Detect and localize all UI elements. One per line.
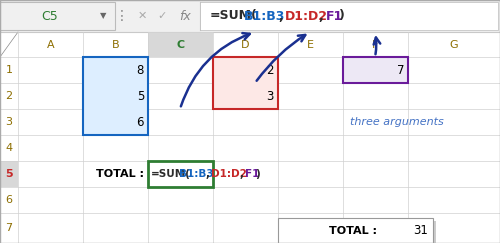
Text: ): ) [339, 9, 345, 23]
Text: ⋮: ⋮ [115, 9, 129, 23]
Text: C: C [176, 40, 184, 50]
Text: F1: F1 [244, 169, 259, 179]
Text: =SUM(: =SUM( [210, 9, 258, 23]
Text: TOTAL :: TOTAL : [96, 169, 144, 179]
Text: ✕: ✕ [138, 11, 146, 21]
Bar [148, 32, 213, 57]
Text: 2: 2 [266, 63, 274, 77]
Bar [200, 2, 498, 30]
Text: 8: 8 [136, 63, 144, 77]
Text: D1:D2: D1:D2 [285, 9, 328, 23]
Text: 3: 3 [266, 89, 274, 103]
Text: 6: 6 [6, 195, 12, 205]
Text: ,: , [278, 9, 283, 23]
Bar [0, 161, 18, 187]
Bar [148, 161, 213, 187]
Text: G: G [450, 40, 458, 50]
Text: ,: , [319, 9, 324, 23]
Bar [281, 221, 436, 243]
Text: ▼: ▼ [100, 11, 106, 20]
Text: 7: 7 [396, 63, 404, 77]
Bar [0, 2, 115, 30]
Text: E: E [307, 40, 314, 50]
Bar [278, 218, 433, 243]
Text: F1: F1 [326, 9, 343, 23]
Text: three arguments: three arguments [350, 117, 444, 127]
Text: 2: 2 [6, 91, 12, 101]
Text: 31: 31 [413, 224, 428, 237]
Text: C5: C5 [42, 9, 58, 23]
Text: 5: 5 [136, 89, 144, 103]
Text: F: F [372, 40, 378, 50]
Text: 7: 7 [6, 223, 12, 233]
Text: B1:B3: B1:B3 [244, 9, 286, 23]
Text: ,: , [239, 169, 243, 179]
Bar [0, 0, 500, 32]
Bar [343, 57, 408, 83]
Text: 1: 1 [6, 65, 12, 75]
Text: ✓: ✓ [158, 11, 166, 21]
Text: 4: 4 [6, 143, 12, 153]
Text: 6: 6 [136, 115, 144, 129]
Bar [83, 57, 148, 135]
Text: TOTAL :: TOTAL : [329, 226, 377, 235]
Text: fx: fx [179, 9, 191, 23]
Text: B: B [112, 40, 120, 50]
Text: 3: 3 [6, 117, 12, 127]
Bar [0, 32, 500, 243]
Bar [213, 57, 278, 109]
Text: =SUM(: =SUM( [151, 169, 191, 179]
Text: ): ) [256, 169, 260, 179]
Text: ,: , [206, 169, 210, 179]
Text: D: D [241, 40, 250, 50]
Text: B1:B3: B1:B3 [178, 169, 213, 179]
Text: D1:D2: D1:D2 [212, 169, 248, 179]
Text: 5: 5 [5, 169, 13, 179]
Text: A: A [46, 40, 54, 50]
